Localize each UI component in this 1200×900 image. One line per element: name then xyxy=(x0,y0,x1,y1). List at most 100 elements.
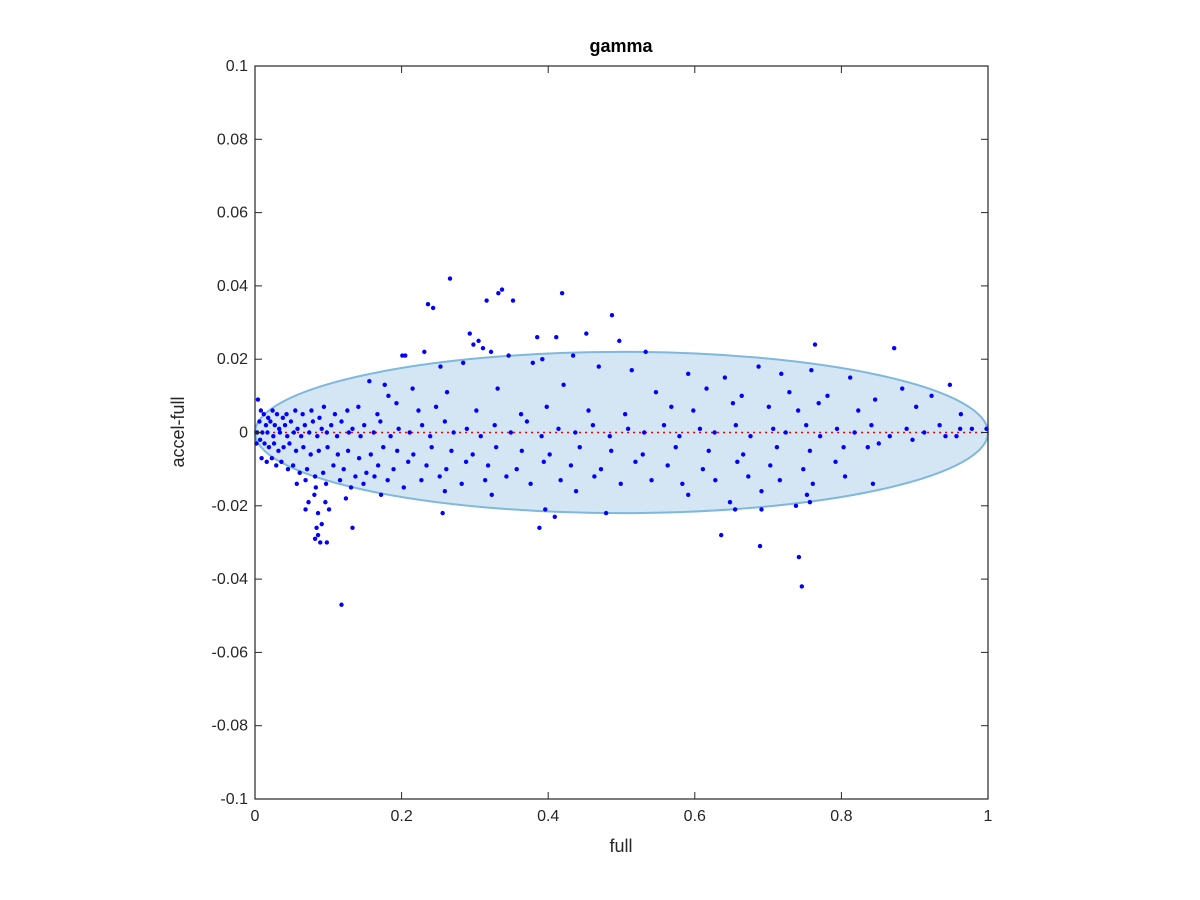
data-point xyxy=(320,470,326,476)
data-point xyxy=(265,430,270,435)
data-point xyxy=(847,375,853,380)
x-axis-label: full xyxy=(609,836,632,856)
data-point xyxy=(519,448,525,454)
data-point xyxy=(438,364,443,369)
data-point xyxy=(625,426,631,432)
data-point xyxy=(598,466,604,472)
data-point xyxy=(544,404,549,410)
data-point xyxy=(733,422,739,428)
data-point xyxy=(419,422,425,428)
data-point xyxy=(375,463,381,468)
data-point xyxy=(872,397,878,402)
data-point xyxy=(556,426,561,432)
data-point xyxy=(807,448,813,454)
data-point xyxy=(777,477,783,483)
data-point xyxy=(686,371,691,377)
data-point xyxy=(478,433,483,439)
data-point xyxy=(547,452,552,457)
data-point xyxy=(492,422,497,428)
data-point xyxy=(259,455,264,461)
data-point xyxy=(496,291,501,296)
data-point xyxy=(255,397,261,402)
y-tick-label: 0.08 xyxy=(217,131,248,148)
x-tick-label: 1 xyxy=(984,808,993,825)
data-point xyxy=(825,393,830,399)
data-point xyxy=(809,367,814,373)
data-point xyxy=(308,452,313,457)
data-point xyxy=(922,430,927,435)
data-point xyxy=(573,488,579,494)
data-point xyxy=(295,426,300,432)
x-tick-label: 0.8 xyxy=(830,808,852,825)
data-point xyxy=(315,532,321,538)
data-point xyxy=(337,477,343,483)
data-point xyxy=(607,433,612,439)
data-point xyxy=(429,444,434,450)
data-point xyxy=(495,386,500,391)
data-point xyxy=(332,411,338,417)
data-point xyxy=(816,400,821,406)
data-point xyxy=(787,389,792,395)
data-point xyxy=(700,466,706,472)
data-point xyxy=(471,342,476,347)
x-tick-label: 0.2 xyxy=(390,808,412,825)
data-point xyxy=(290,463,296,468)
data-point xyxy=(954,433,959,439)
data-point xyxy=(661,422,667,428)
data-point xyxy=(799,584,805,589)
data-point xyxy=(378,419,383,424)
data-point xyxy=(346,430,352,435)
data-point xyxy=(425,302,431,307)
data-point xyxy=(315,433,320,439)
data-point xyxy=(691,408,696,413)
y-tick-label: -0.02 xyxy=(212,498,249,515)
data-point xyxy=(586,408,591,413)
data-point xyxy=(272,422,277,428)
data-point xyxy=(371,430,376,435)
plot-area: 0 0.2 0.4 0.6 0.8 1 -0.1 -0.08 -0.06 -0.04 -0.02 0 0… xyxy=(212,58,993,825)
data-point xyxy=(339,602,344,607)
data-point xyxy=(284,411,289,417)
data-point xyxy=(697,426,703,432)
data-point xyxy=(801,466,806,472)
data-point xyxy=(584,331,589,336)
data-point xyxy=(312,492,317,498)
data-point xyxy=(649,477,654,483)
data-point xyxy=(913,404,919,410)
data-point xyxy=(756,364,761,369)
data-point xyxy=(323,481,329,487)
data-point xyxy=(300,411,305,417)
data-point xyxy=(304,466,310,472)
data-point xyxy=(570,353,576,358)
data-points xyxy=(254,276,989,607)
data-point xyxy=(364,470,369,476)
data-point xyxy=(270,408,275,413)
data-point xyxy=(596,364,601,369)
data-point xyxy=(665,463,670,468)
data-point xyxy=(274,411,280,417)
data-point xyxy=(706,448,711,454)
data-point xyxy=(891,346,897,351)
data-point xyxy=(382,382,387,388)
data-point xyxy=(537,525,542,530)
data-point xyxy=(422,349,427,355)
data-point xyxy=(350,426,355,432)
y-tick-label: 0.06 xyxy=(217,205,248,222)
data-point xyxy=(285,466,291,472)
data-point xyxy=(367,378,372,384)
data-point xyxy=(643,349,648,355)
data-point xyxy=(795,408,801,413)
data-point xyxy=(312,474,318,479)
data-point xyxy=(277,430,283,435)
data-point xyxy=(298,433,304,439)
data-point xyxy=(264,459,269,465)
data-point xyxy=(391,466,396,472)
data-point xyxy=(488,349,494,355)
data-point xyxy=(271,433,276,439)
data-point xyxy=(730,400,736,406)
y-tick-label: 0 xyxy=(239,425,248,442)
data-point xyxy=(372,474,377,479)
data-point xyxy=(329,422,334,428)
data-point xyxy=(937,422,942,428)
data-point xyxy=(407,430,412,435)
